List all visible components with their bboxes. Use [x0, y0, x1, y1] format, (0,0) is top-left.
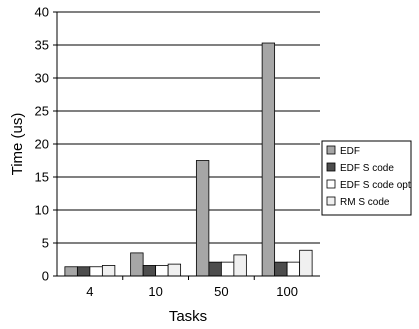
bar — [76, 266, 91, 277]
bar — [233, 254, 247, 277]
bar — [286, 261, 301, 277]
y-tick-label: 35 — [35, 38, 49, 53]
y-tick-label: 10 — [35, 203, 49, 218]
x-tick-label: 100 — [276, 284, 298, 299]
legend-label: EDF — [340, 146, 360, 157]
legend-label: RM S code — [340, 197, 390, 208]
y-tick-label: 15 — [35, 170, 49, 185]
legend: EDF EDF S code EDF S code opt RM S code — [321, 140, 412, 216]
bar — [167, 263, 182, 277]
bars — [64, 42, 313, 277]
y-tick-label: 5 — [42, 236, 49, 251]
legend-swatch — [326, 196, 336, 206]
bar — [142, 265, 157, 277]
bar — [261, 42, 276, 277]
bar — [220, 261, 235, 277]
y-tick-label: 25 — [35, 104, 49, 119]
bar — [274, 261, 288, 277]
x-tick-label: 50 — [214, 284, 228, 299]
bar — [155, 265, 169, 277]
legend-label: EDF S code opt — [340, 180, 411, 191]
legend-swatch — [326, 179, 336, 189]
legend-swatch — [326, 162, 336, 172]
bar — [130, 252, 144, 277]
bar — [195, 160, 210, 277]
bar — [208, 261, 222, 277]
x-tick-label: 10 — [148, 284, 162, 299]
x-tick-labels: 4 10 50 100 — [86, 284, 298, 299]
y-tick-label: 20 — [35, 137, 49, 152]
bar — [64, 266, 78, 277]
legend-label: EDF S code — [340, 163, 394, 174]
x-axis-label: Tasks — [169, 308, 207, 325]
bar — [101, 265, 116, 277]
bar — [299, 249, 313, 277]
legend-box — [321, 140, 412, 216]
x-tick-label: 4 — [86, 284, 93, 299]
gridlines — [57, 11, 320, 244]
y-tick-label: 30 — [35, 71, 49, 86]
y-axis-label: Time (us) — [9, 113, 26, 176]
y-tick-labels: 0 5 10 15 20 25 30 35 40 — [35, 5, 49, 284]
y-tick-label: 40 — [35, 5, 49, 20]
legend-swatch — [326, 145, 336, 155]
axes — [53, 11, 320, 280]
y-tick-label: 0 — [42, 269, 49, 284]
bar — [89, 266, 103, 277]
